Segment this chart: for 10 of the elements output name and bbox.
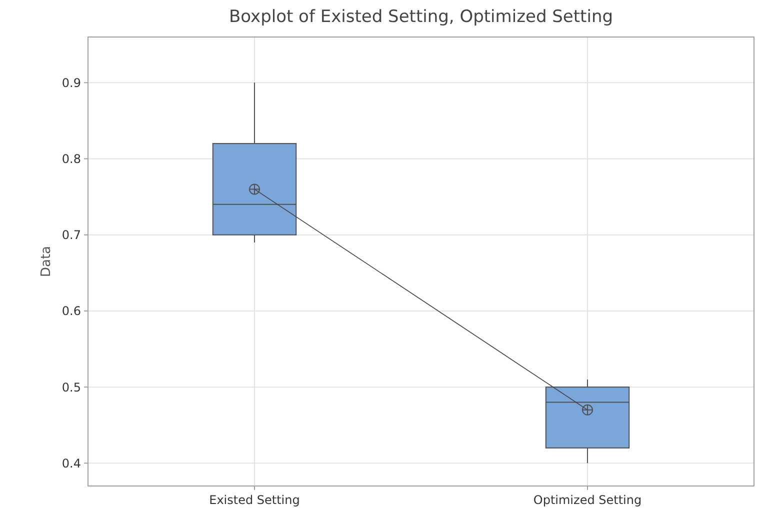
x-tick-label: Optimized Setting bbox=[533, 493, 642, 507]
y-tick-label: 0.7 bbox=[62, 228, 81, 242]
chart-title: Boxplot of Existed Setting, Optimized Setting bbox=[228, 7, 614, 27]
y-tick-label: 0.9 bbox=[62, 76, 81, 90]
y-tick-label: 0.5 bbox=[62, 380, 81, 394]
y-axis-title: Data bbox=[39, 246, 54, 278]
y-tick-label: 0.8 bbox=[62, 152, 81, 166]
x-tick-label: Existed Setting bbox=[209, 493, 300, 507]
y-tick-label: 0.6 bbox=[62, 304, 81, 318]
y-tick-label: 0.4 bbox=[62, 456, 81, 470]
